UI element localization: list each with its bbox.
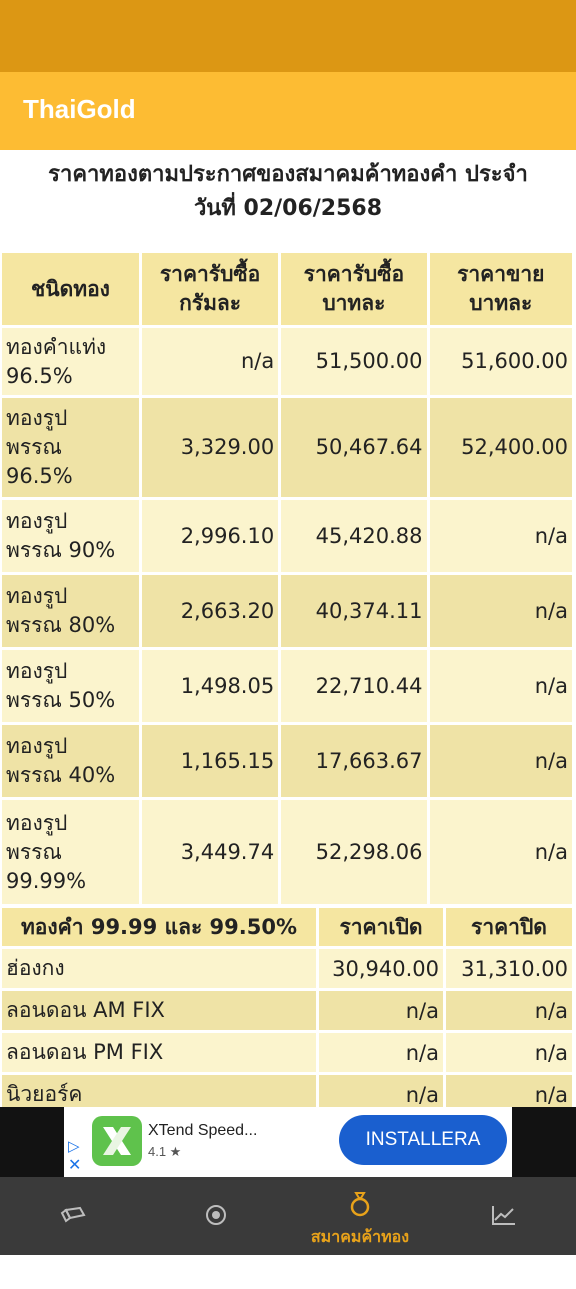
header-gold-type: ชนิดทอง [2, 253, 139, 325]
buy-gram-cell: 2,663.20 [141, 575, 279, 647]
market-name-cell: ลอนดอน AM FIX [2, 991, 316, 1030]
market-price-table: ทองคำ 99.99 และ 99.50% ราคาเปิด ราคาปิด … [0, 905, 575, 1107]
table-row: ทองรูป พรรณ 90% 2,996.10 45,420.88 n/a [2, 500, 572, 572]
open-price-cell: n/a [319, 991, 443, 1030]
nav-label-gold-association: สมาคมค้าทอง [310, 1227, 410, 1246]
ad-banner[interactable]: ▷ ✕ XTend Speed... 4.1 ★ INSTALLERA [0, 1107, 576, 1177]
x-logo-icon [103, 1127, 131, 1155]
header-market-name: ทองคำ 99.99 และ 99.50% [2, 908, 316, 946]
table-row: ทองรูป พรรณ 80% 2,663.20 40,374.11 n/a [2, 575, 572, 647]
header-open-price: ราคาเปิด [319, 908, 443, 946]
table-row: ลอนดอน AM FIX n/a n/a [2, 991, 572, 1030]
sell-baht-cell: 52,400.00 [429, 398, 572, 497]
header-close-price: ราคาปิด [446, 908, 572, 946]
gold-bar-icon [60, 1206, 86, 1223]
install-button[interactable]: INSTALLERA [339, 1115, 507, 1165]
table-row: ทองคำแท่ง 96.5% n/a 51,500.00 51,600.00 [2, 328, 572, 395]
buy-baht-cell: 22,710.44 [281, 650, 427, 722]
table-row: ทองรูป พรรณ 50% 1,498.05 22,710.44 n/a [2, 650, 572, 722]
sell-baht-cell: n/a [429, 650, 572, 722]
nav-item-gold-bar[interactable] [0, 1177, 144, 1255]
sell-baht-cell: n/a [429, 500, 572, 572]
market-name-cell: นิวยอร์ค [2, 1075, 316, 1107]
page-heading: ราคาทองตามประกาศของสมาคมค้าทองคำ ประจำ ว… [0, 150, 576, 250]
buy-gram-cell: n/a [141, 328, 279, 395]
close-price-cell: n/a [446, 1033, 572, 1072]
table-row: ทองรูป พรรณ 99.99% 3,449.74 52,298.06 n/a [2, 800, 572, 904]
buy-baht-cell: 40,374.11 [281, 575, 427, 647]
close-price-cell: n/a [446, 991, 572, 1030]
ad-app-icon[interactable] [92, 1116, 142, 1166]
sell-baht-cell: n/a [429, 725, 572, 797]
nav-item-trend[interactable] [432, 1177, 576, 1255]
close-ad-icon[interactable]: ✕ [68, 1155, 82, 1174]
heading-line-1: ราคาทองตามประกาศของสมาคมค้าทองคำ ประจำ [48, 162, 528, 187]
nav-item-target[interactable] [144, 1177, 288, 1255]
sell-baht-cell: n/a [429, 575, 572, 647]
status-bar [0, 0, 576, 72]
close-price-cell: 31,310.00 [446, 949, 572, 988]
market-name-cell: ฮ่องกง [2, 949, 316, 988]
buy-baht-cell: 52,298.06 [281, 800, 427, 904]
gold-price-table: ชนิดทอง ราคารับซื้อ กรัมละ ราคารับซื้อ บาท… [0, 250, 575, 907]
app-title: ThaiGold [23, 94, 136, 124]
gold-type-cell: ทองรูป พรรณ 80% [2, 575, 139, 647]
open-price-cell: n/a [319, 1075, 443, 1107]
table-row: ฮ่องกง 30,940.00 31,310.00 [2, 949, 572, 988]
sell-baht-cell: 51,600.00 [429, 328, 572, 395]
adchoices-icon[interactable]: ▷ [68, 1137, 80, 1155]
system-gesture-bar [0, 1255, 576, 1289]
ad-content[interactable]: ▷ ✕ XTend Speed... 4.1 ★ INSTALLERA [64, 1107, 512, 1177]
gold-type-cell: ทองรูป พรรณ 96.5% [2, 398, 139, 497]
buy-baht-cell: 45,420.88 [281, 500, 427, 572]
ring-icon [350, 1192, 370, 1217]
gold-type-cell: ทองรูป พรรณ 99.99% [2, 800, 139, 904]
target-icon [206, 1205, 226, 1225]
bottom-navigation: สมาคมค้าทอง [0, 1177, 576, 1255]
buy-gram-cell: 3,329.00 [141, 398, 279, 497]
price-content[interactable]: ชนิดทอง ราคารับซื้อ กรัมละ ราคารับซื้อ บาท… [0, 250, 576, 1107]
buy-baht-cell: 50,467.64 [281, 398, 427, 497]
app-bar: ThaiGold [0, 72, 576, 150]
buy-gram-cell: 3,449.74 [141, 800, 279, 904]
gold-type-cell: ทองคำแท่ง 96.5% [2, 328, 139, 395]
gold-type-cell: ทองรูป พรรณ 90% [2, 500, 139, 572]
header-buy-per-baht: ราคารับซื้อ บาทละ [281, 253, 427, 325]
table-header-row: ชนิดทอง ราคารับซื้อ กรัมละ ราคารับซื้อ บาท… [2, 253, 572, 325]
header-buy-per-gram: ราคารับซื้อ กรัมละ [141, 253, 279, 325]
market-header-row: ทองคำ 99.99 และ 99.50% ราคาเปิด ราคาปิด [2, 908, 572, 946]
gold-type-cell: ทองรูป พรรณ 40% [2, 725, 139, 797]
gold-type-cell: ทองรูป พรรณ 50% [2, 650, 139, 722]
open-price-cell: n/a [319, 1033, 443, 1072]
buy-baht-cell: 17,663.67 [281, 725, 427, 797]
heading-date: วันที่ 02/06/2568 [193, 196, 383, 221]
trend-chart-icon [492, 1206, 515, 1225]
open-price-cell: 30,940.00 [319, 949, 443, 988]
header-sell-per-baht: ราคาขาย บาทละ [429, 253, 572, 325]
table-row: ทองรูป พรรณ 40% 1,165.15 17,663.67 n/a [2, 725, 572, 797]
buy-gram-cell: 1,165.15 [141, 725, 279, 797]
table-row: นิวยอร์ค n/a n/a [2, 1075, 572, 1107]
ad-rating: 4.1 ★ [148, 1144, 182, 1159]
ad-app-name[interactable]: XTend Speed... [148, 1122, 258, 1139]
market-name-cell: ลอนดอน PM FIX [2, 1033, 316, 1072]
table-row: ลอนดอน PM FIX n/a n/a [2, 1033, 572, 1072]
nav-item-gold-association[interactable]: สมาคมค้าทอง [288, 1177, 432, 1255]
buy-baht-cell: 51,500.00 [281, 328, 427, 395]
sell-baht-cell: n/a [429, 800, 572, 904]
close-price-cell: n/a [446, 1075, 572, 1107]
buy-gram-cell: 2,996.10 [141, 500, 279, 572]
buy-gram-cell: 1,498.05 [141, 650, 279, 722]
table-row: ทองรูป พรรณ 96.5% 3,329.00 50,467.64 52,40… [2, 398, 572, 497]
